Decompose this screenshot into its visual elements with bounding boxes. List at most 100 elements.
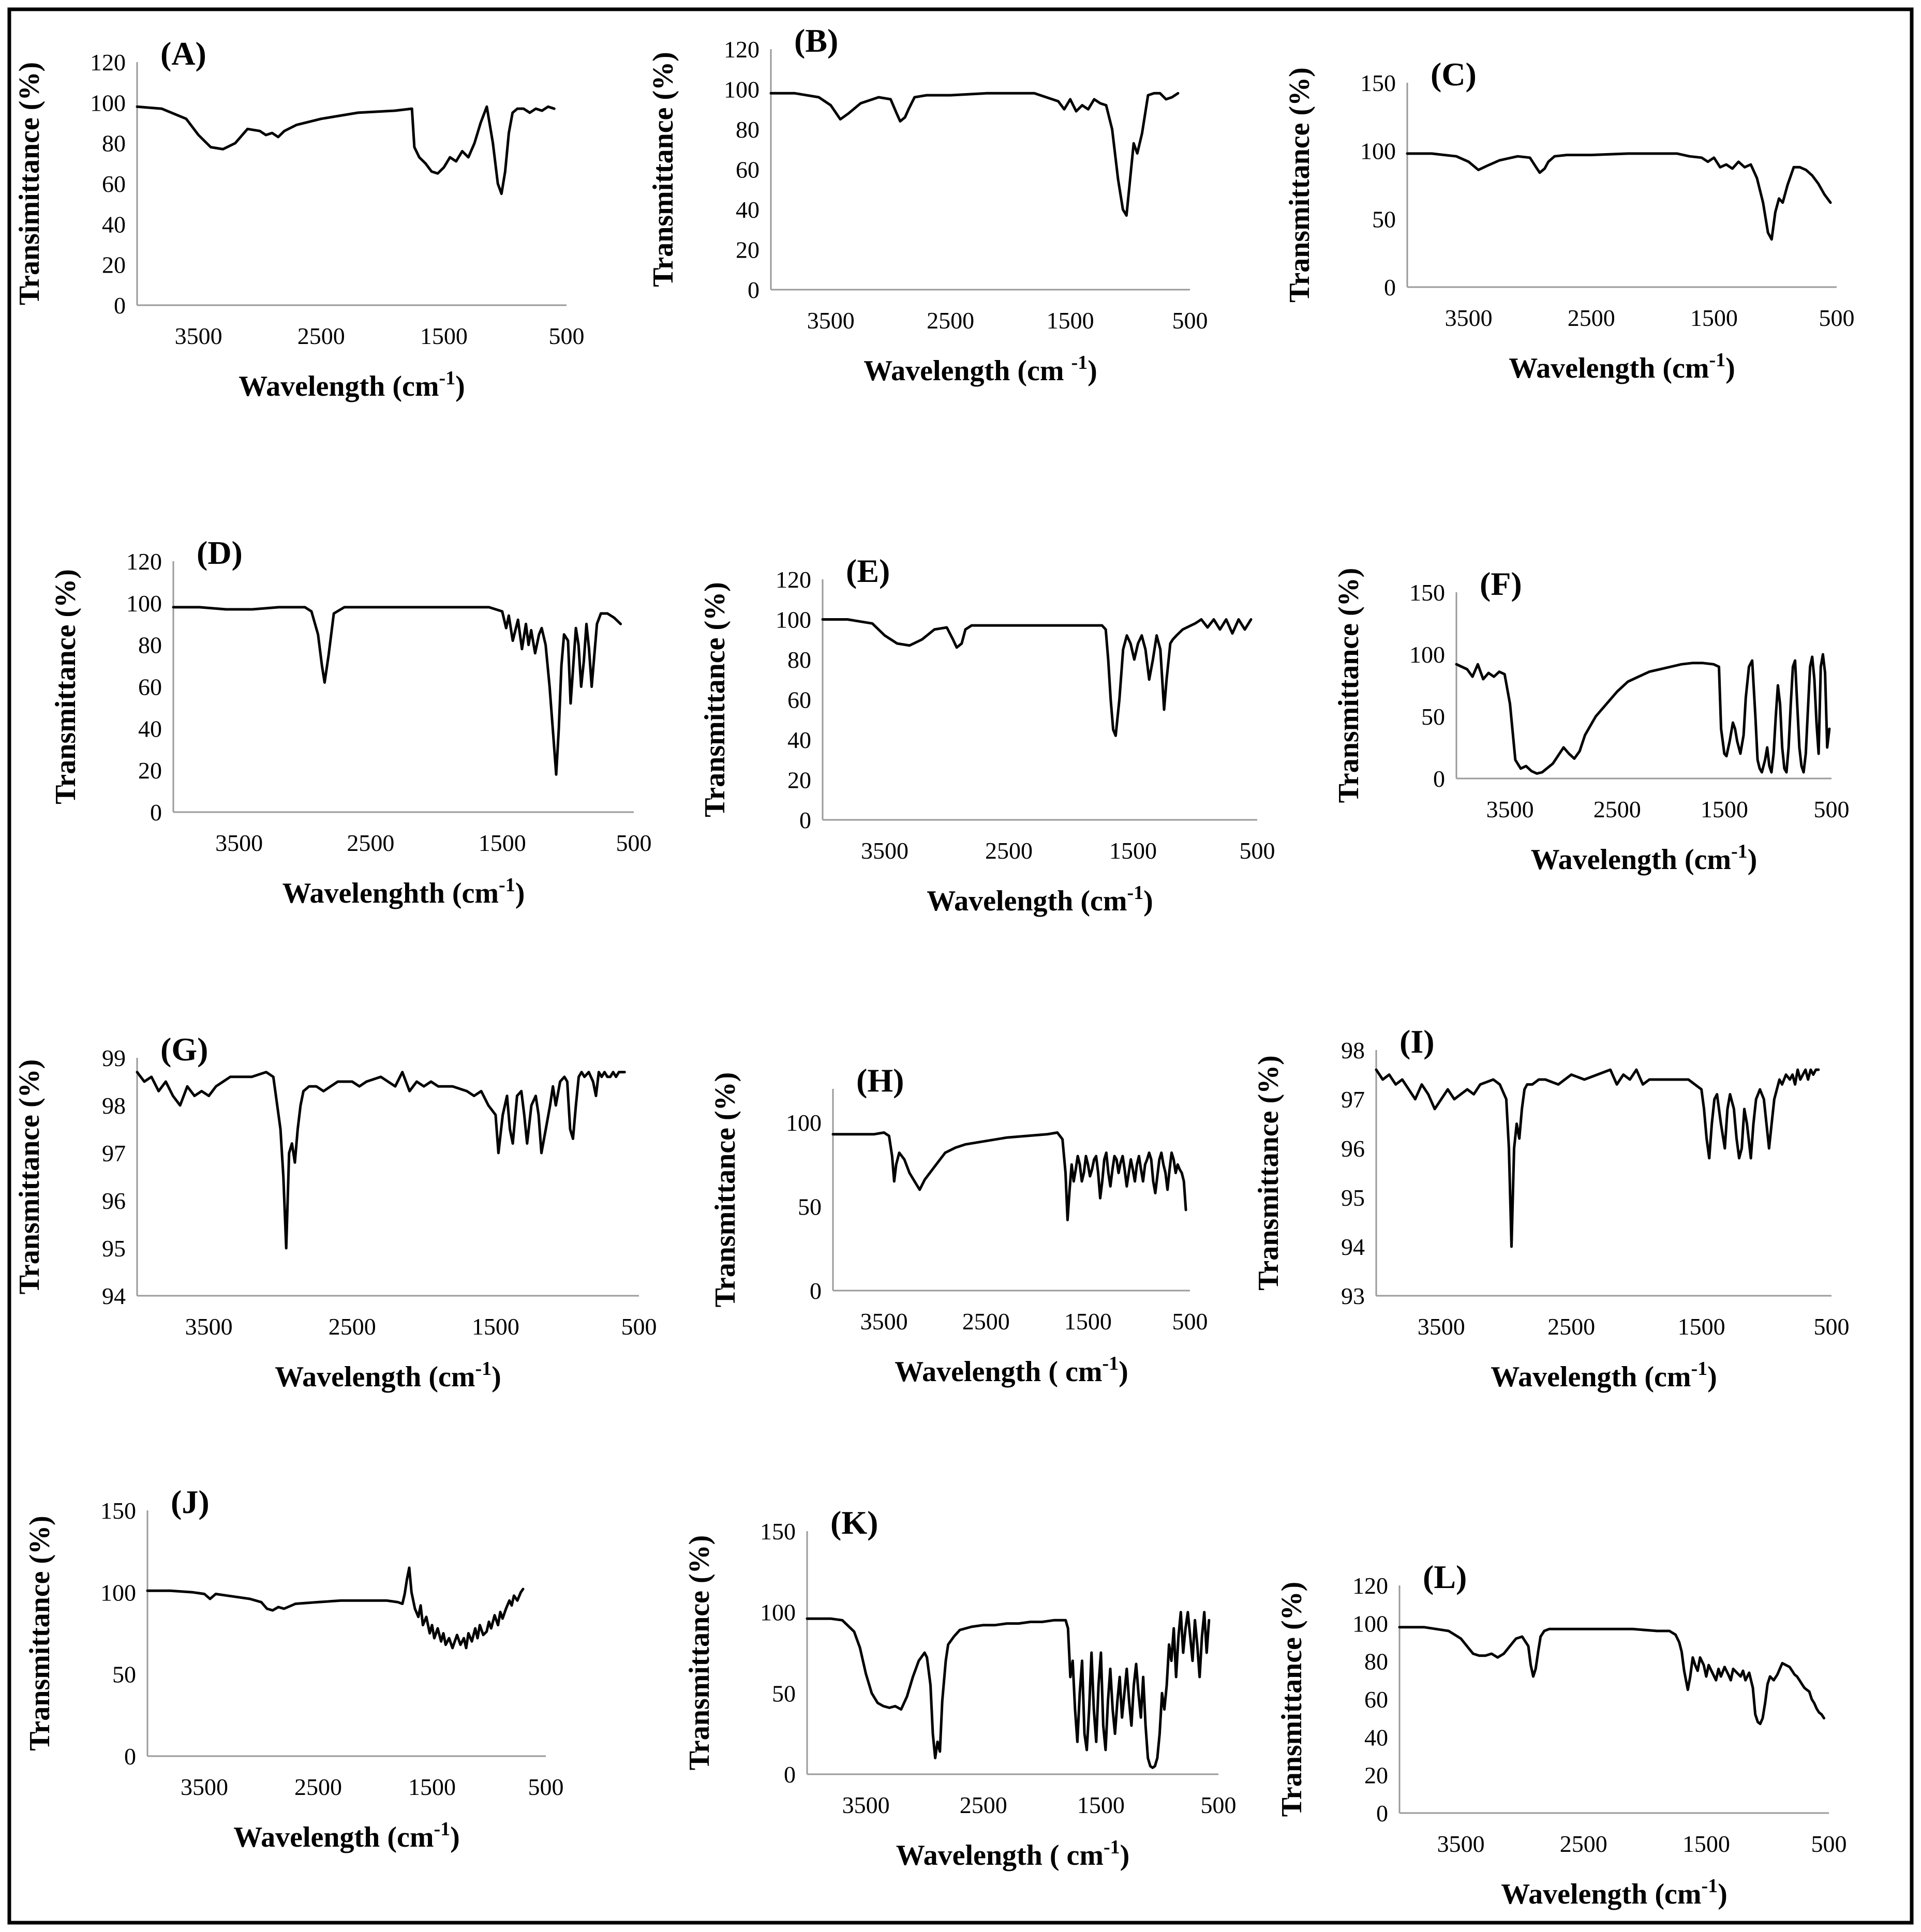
y-tick-label: 98: [102, 1092, 126, 1119]
y-axis-title: Transmittance (%): [13, 1059, 46, 1295]
x-tick-label: 500: [1172, 307, 1208, 334]
x-tick-label: 2500: [985, 837, 1033, 864]
series-line-0: [769, 92, 1180, 217]
y-tick-label: 99: [102, 1045, 126, 1071]
y-tick-label: 0: [1384, 274, 1396, 301]
y-tick-label: 150: [1360, 70, 1396, 96]
x-tick-label: 3500: [842, 1792, 890, 1818]
chart-panel-8: 93 94 95 96 97 98 3500 2500 1500 500 (I) Wavelength…: [1253, 1023, 1850, 1393]
x-tick-label: 2500: [1560, 1831, 1607, 1857]
y-axis-title: Transmittance (%): [50, 569, 82, 804]
y-tick-label: 100: [776, 607, 811, 633]
y-tick-label: 80: [138, 632, 162, 658]
y-tick-label: 97: [1341, 1086, 1365, 1113]
y-tick-label: 60: [1364, 1686, 1388, 1713]
chart-panel-11: 0 20 40 60 80 100 120 3500 2500 1500 500 (L) Wavelen…: [1276, 1559, 1847, 1910]
y-tick-label: 80: [787, 647, 811, 673]
panel-label: (A): [160, 35, 206, 72]
x-axis-title: Wavelength (cm-1): [927, 882, 1153, 917]
y-tick-label: 20: [102, 252, 126, 278]
y-tick-label: 120: [724, 36, 760, 63]
x-tick-label: 2500: [962, 1308, 1010, 1335]
y-tick-label: 20: [787, 767, 811, 793]
x-tick-label: 1500: [1690, 305, 1738, 331]
x-tick-label: 3500: [181, 1774, 228, 1800]
y-tick-label: 120: [776, 566, 811, 593]
x-axis-title: Wavelength ( cm-1): [896, 1836, 1130, 1871]
x-tick-label: 500: [1811, 1831, 1847, 1857]
x-tick-label: 1500: [1077, 1792, 1125, 1818]
chart-panel-4: 0 20 40 60 80 100 120 3500 2500 1500 500 (E) Wavelen…: [699, 552, 1275, 917]
x-axis-title: Wavelength (cm-1): [1491, 1358, 1717, 1393]
panel-label: (D): [197, 534, 243, 571]
panel-label: (F): [1480, 565, 1522, 602]
y-tick-label: 50: [798, 1194, 822, 1220]
x-tick-label: 500: [549, 323, 585, 349]
y-tick-label: 120: [90, 49, 126, 76]
y-tick-label: 40: [138, 715, 162, 742]
y-tick-label: 96: [1341, 1135, 1365, 1162]
series-line-0: [136, 1071, 626, 1250]
y-tick-label: 50: [112, 1661, 136, 1688]
y-tick-label: 40: [102, 211, 126, 237]
y-tick-label: 150: [760, 1518, 796, 1545]
panel-label: (B): [794, 22, 838, 59]
x-axis-title: Wavelength (cm-1): [275, 1358, 501, 1393]
series-line-0: [1398, 1626, 1825, 1726]
x-tick-label: 2500: [1594, 796, 1641, 822]
y-tick-label: 100: [760, 1599, 796, 1626]
x-tick-label: 3500: [807, 307, 855, 334]
x-tick-label: 1500: [1064, 1308, 1112, 1335]
y-tick-label: 95: [102, 1235, 126, 1262]
y-tick-label: 50: [1372, 206, 1396, 232]
y-axis-title: Transmittance (%): [647, 52, 679, 287]
chart-panel-1: 0 20 40 60 80 100 120 3500 2500 1500 500 (B) Wavelen…: [647, 22, 1208, 387]
y-tick-label: 50: [1421, 703, 1445, 730]
series-line-0: [172, 606, 622, 776]
y-tick-label: 0: [810, 1278, 822, 1304]
x-tick-label: 1500: [1109, 837, 1157, 864]
x-tick-label: 1500: [408, 1774, 456, 1800]
x-tick-label: 3500: [1445, 305, 1493, 331]
y-axis-title: Transmittance (%): [1284, 67, 1316, 303]
y-tick-label: 0: [1433, 766, 1445, 792]
y-tick-label: 0: [124, 1743, 136, 1770]
y-tick-label: 0: [784, 1761, 796, 1788]
x-tick-label: 3500: [175, 323, 222, 349]
x-axis-title: Wavelength (cm-1): [1531, 841, 1758, 876]
x-tick-label: 2500: [329, 1313, 376, 1340]
y-tick-label: 60: [138, 674, 162, 700]
panel-label: (H): [856, 1062, 904, 1099]
y-tick-label: 93: [1341, 1283, 1365, 1309]
x-axis-title: Wavelength (cm-1): [1509, 349, 1735, 384]
y-tick-label: 100: [1352, 1610, 1388, 1637]
y-tick-label: 20: [1364, 1762, 1388, 1789]
y-tick-label: 100: [724, 77, 760, 103]
panel-label: (G): [160, 1031, 208, 1068]
y-tick-label: 100: [100, 1579, 136, 1606]
y-tick-label: 100: [1409, 641, 1445, 668]
x-tick-label: 1500: [1701, 796, 1748, 822]
panel-label: (J): [171, 1484, 210, 1520]
x-tick-label: 2500: [347, 830, 394, 856]
y-tick-label: 60: [102, 171, 126, 197]
x-tick-label: 500: [621, 1313, 657, 1340]
y-axis-title: Transmittance (%): [1253, 1055, 1285, 1291]
y-tick-label: 60: [787, 687, 811, 713]
x-tick-label: 3500: [1437, 1831, 1485, 1857]
chart-panel-2: 0 50 100 150 3500 2500 1500 500 (C) Wavelength (c…: [1284, 56, 1855, 384]
panel-label: (C): [1431, 56, 1477, 93]
x-axis-title: Wavelength (cm-1): [239, 367, 465, 402]
x-tick-label: 1500: [1682, 1831, 1730, 1857]
chart-panel-3: 0 20 40 60 80 100 120 3500 2500 1500 500 (D) Wavelen…: [50, 534, 652, 909]
x-tick-label: 3500: [1418, 1313, 1465, 1340]
y-tick-label: 150: [100, 1497, 136, 1524]
panel-label: (I): [1399, 1023, 1435, 1060]
x-tick-label: 1500: [1678, 1313, 1725, 1340]
y-tick-label: 98: [1341, 1037, 1365, 1064]
x-tick-label: 3500: [185, 1313, 233, 1340]
y-axis-title: Transmittance (%): [709, 1072, 741, 1308]
x-tick-label: 3500: [861, 837, 909, 864]
